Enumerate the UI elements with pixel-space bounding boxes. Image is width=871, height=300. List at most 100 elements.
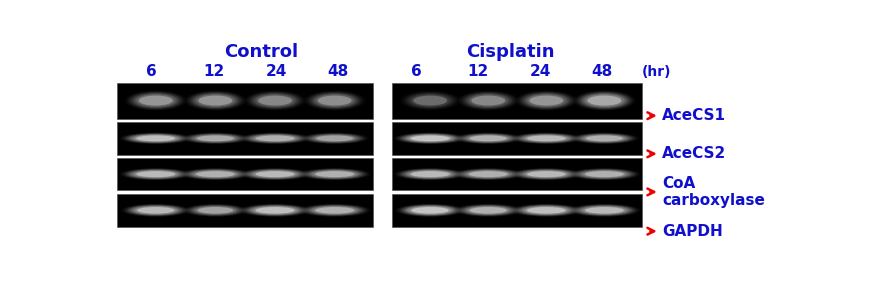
Ellipse shape — [521, 92, 571, 109]
Ellipse shape — [195, 135, 235, 142]
Ellipse shape — [578, 206, 631, 215]
Ellipse shape — [249, 134, 301, 142]
Ellipse shape — [579, 92, 630, 109]
Ellipse shape — [315, 94, 354, 107]
Ellipse shape — [410, 206, 450, 214]
Ellipse shape — [577, 92, 632, 110]
Ellipse shape — [192, 134, 239, 142]
Ellipse shape — [120, 168, 192, 180]
Ellipse shape — [469, 171, 508, 177]
Ellipse shape — [189, 92, 242, 109]
Ellipse shape — [187, 134, 243, 143]
Ellipse shape — [197, 94, 233, 106]
Ellipse shape — [248, 92, 301, 109]
Ellipse shape — [453, 168, 523, 180]
Ellipse shape — [186, 204, 245, 216]
Ellipse shape — [136, 94, 175, 107]
Ellipse shape — [584, 94, 625, 107]
Text: 12: 12 — [203, 64, 224, 79]
Ellipse shape — [396, 204, 464, 217]
Ellipse shape — [186, 133, 245, 143]
Ellipse shape — [456, 204, 521, 217]
Ellipse shape — [192, 93, 240, 108]
Ellipse shape — [245, 169, 306, 179]
Ellipse shape — [241, 168, 309, 180]
Ellipse shape — [467, 94, 510, 107]
Ellipse shape — [578, 170, 631, 178]
Ellipse shape — [521, 134, 572, 142]
Ellipse shape — [126, 205, 186, 216]
Ellipse shape — [307, 134, 362, 143]
Ellipse shape — [461, 169, 516, 179]
Ellipse shape — [569, 168, 640, 180]
Ellipse shape — [464, 170, 512, 178]
Ellipse shape — [311, 93, 359, 108]
Ellipse shape — [406, 93, 454, 108]
Ellipse shape — [256, 171, 294, 177]
Ellipse shape — [198, 207, 233, 214]
Ellipse shape — [181, 168, 249, 180]
Ellipse shape — [253, 206, 298, 214]
Ellipse shape — [457, 91, 519, 111]
Ellipse shape — [130, 205, 182, 215]
Ellipse shape — [408, 135, 453, 142]
Ellipse shape — [257, 94, 294, 106]
Ellipse shape — [516, 91, 577, 111]
Ellipse shape — [574, 205, 635, 216]
Ellipse shape — [313, 135, 356, 142]
Ellipse shape — [129, 92, 182, 109]
Ellipse shape — [195, 206, 236, 214]
Ellipse shape — [306, 205, 364, 216]
Ellipse shape — [183, 169, 247, 180]
Text: Cisplatin: Cisplatin — [466, 43, 555, 61]
Ellipse shape — [124, 133, 188, 144]
Ellipse shape — [125, 204, 186, 216]
Ellipse shape — [310, 134, 360, 142]
Ellipse shape — [521, 206, 572, 215]
Ellipse shape — [402, 169, 457, 179]
Ellipse shape — [246, 91, 305, 110]
Ellipse shape — [459, 133, 517, 143]
Ellipse shape — [302, 133, 368, 144]
Text: Control: Control — [224, 43, 298, 61]
Ellipse shape — [571, 168, 638, 180]
Ellipse shape — [398, 133, 463, 144]
Ellipse shape — [575, 169, 633, 179]
Ellipse shape — [188, 169, 243, 179]
Ellipse shape — [243, 204, 307, 216]
Ellipse shape — [254, 94, 296, 107]
Ellipse shape — [471, 96, 505, 106]
Ellipse shape — [577, 92, 631, 109]
Ellipse shape — [122, 133, 190, 144]
Ellipse shape — [299, 168, 370, 180]
Ellipse shape — [131, 206, 180, 215]
Ellipse shape — [253, 135, 298, 142]
Ellipse shape — [243, 133, 307, 144]
Ellipse shape — [467, 206, 510, 214]
Text: 24: 24 — [266, 64, 287, 79]
Ellipse shape — [192, 93, 238, 108]
Ellipse shape — [185, 91, 246, 111]
Ellipse shape — [469, 94, 508, 107]
Bar — [392, 158, 642, 190]
Ellipse shape — [128, 169, 183, 179]
Ellipse shape — [126, 91, 186, 110]
Ellipse shape — [135, 170, 177, 178]
Ellipse shape — [512, 204, 580, 217]
Ellipse shape — [122, 168, 190, 180]
Ellipse shape — [308, 134, 361, 143]
Ellipse shape — [401, 169, 459, 179]
Ellipse shape — [314, 206, 355, 214]
Ellipse shape — [185, 133, 246, 144]
Ellipse shape — [585, 207, 624, 214]
Ellipse shape — [527, 207, 565, 214]
Ellipse shape — [199, 96, 233, 106]
Ellipse shape — [194, 94, 237, 107]
Ellipse shape — [573, 91, 635, 111]
Ellipse shape — [256, 136, 294, 141]
Ellipse shape — [577, 169, 631, 179]
Ellipse shape — [516, 169, 577, 179]
Ellipse shape — [575, 133, 634, 143]
Ellipse shape — [462, 92, 515, 109]
Ellipse shape — [125, 169, 186, 179]
